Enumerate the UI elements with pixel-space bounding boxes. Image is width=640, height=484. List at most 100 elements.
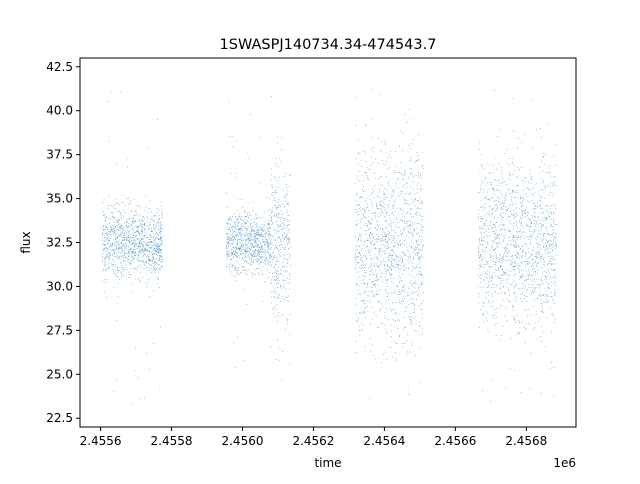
data-point <box>496 285 497 287</box>
data-point <box>158 238 160 240</box>
data-point <box>276 158 277 159</box>
data-point <box>416 184 418 186</box>
data-point <box>419 187 421 189</box>
data-point <box>243 261 245 262</box>
data-point <box>118 279 120 280</box>
data-point <box>147 245 149 246</box>
data-point <box>547 234 549 236</box>
data-point <box>120 252 122 254</box>
data-point <box>499 255 501 257</box>
data-point <box>490 281 492 283</box>
data-point <box>527 217 529 219</box>
data-point <box>252 210 253 212</box>
data-point <box>271 261 273 263</box>
data-point <box>415 246 417 248</box>
data-point <box>360 259 362 260</box>
data-point <box>255 253 256 255</box>
data-point <box>155 248 157 250</box>
data-point <box>115 239 116 240</box>
data-point <box>248 239 249 241</box>
data-point <box>395 151 397 152</box>
data-point <box>158 250 160 252</box>
data-point <box>288 215 289 217</box>
data-point <box>524 261 526 262</box>
data-point <box>127 236 128 238</box>
data-point <box>134 236 136 237</box>
data-point <box>535 223 537 225</box>
data-point <box>117 236 118 238</box>
data-point <box>242 252 244 254</box>
data-point <box>421 255 422 257</box>
data-point <box>365 255 366 257</box>
data-point <box>149 369 150 370</box>
data-point <box>157 282 158 284</box>
data-point <box>367 221 369 222</box>
data-point <box>490 257 491 258</box>
data-point <box>260 261 262 263</box>
data-point <box>553 280 555 282</box>
data-point <box>125 245 127 247</box>
data-point <box>235 252 236 254</box>
data-point <box>106 257 108 258</box>
data-point <box>391 213 393 215</box>
data-point <box>526 215 528 216</box>
data-point <box>357 180 359 181</box>
data-point <box>243 210 245 212</box>
data-point <box>551 219 553 220</box>
data-point <box>267 244 269 245</box>
data-point <box>374 185 375 187</box>
data-point <box>124 245 125 247</box>
data-point <box>532 284 534 286</box>
data-point <box>245 248 247 249</box>
data-point <box>478 209 480 211</box>
data-point <box>514 247 516 248</box>
data-point <box>142 252 144 253</box>
data-point <box>122 275 124 276</box>
data-point <box>245 243 246 245</box>
data-point <box>284 195 286 197</box>
data-point <box>502 210 504 212</box>
data-point <box>480 216 482 217</box>
data-point <box>384 231 386 233</box>
data-point <box>103 228 104 230</box>
data-point <box>545 230 547 232</box>
data-point <box>521 221 522 223</box>
data-point <box>403 174 405 175</box>
data-point <box>265 248 266 250</box>
data-point <box>374 217 376 218</box>
data-point <box>551 204 553 206</box>
data-point <box>491 197 493 199</box>
data-point <box>489 235 491 237</box>
data-point <box>488 205 490 207</box>
data-point <box>542 170 544 172</box>
data-point <box>386 212 387 214</box>
data-point <box>269 260 271 261</box>
data-point <box>105 226 106 228</box>
data-point <box>161 266 163 268</box>
data-point <box>394 211 396 212</box>
data-point <box>276 215 278 216</box>
data-point <box>531 291 533 293</box>
data-point <box>135 278 137 279</box>
data-point <box>392 319 394 321</box>
data-point <box>481 205 483 207</box>
data-point <box>262 245 263 247</box>
data-point <box>238 220 240 222</box>
data-point <box>420 208 422 210</box>
data-point <box>420 215 421 217</box>
data-point <box>518 283 520 284</box>
data-point <box>514 317 515 319</box>
data-point <box>145 207 146 209</box>
data-point <box>539 207 541 209</box>
data-point <box>522 231 524 233</box>
data-point <box>529 261 531 263</box>
data-point <box>547 241 549 242</box>
data-point <box>281 237 283 239</box>
data-point <box>552 313 553 315</box>
data-point <box>414 304 416 305</box>
data-point <box>408 268 410 270</box>
data-point <box>369 299 371 301</box>
data-point <box>102 211 104 213</box>
data-point <box>410 322 411 324</box>
data-point <box>236 272 238 274</box>
